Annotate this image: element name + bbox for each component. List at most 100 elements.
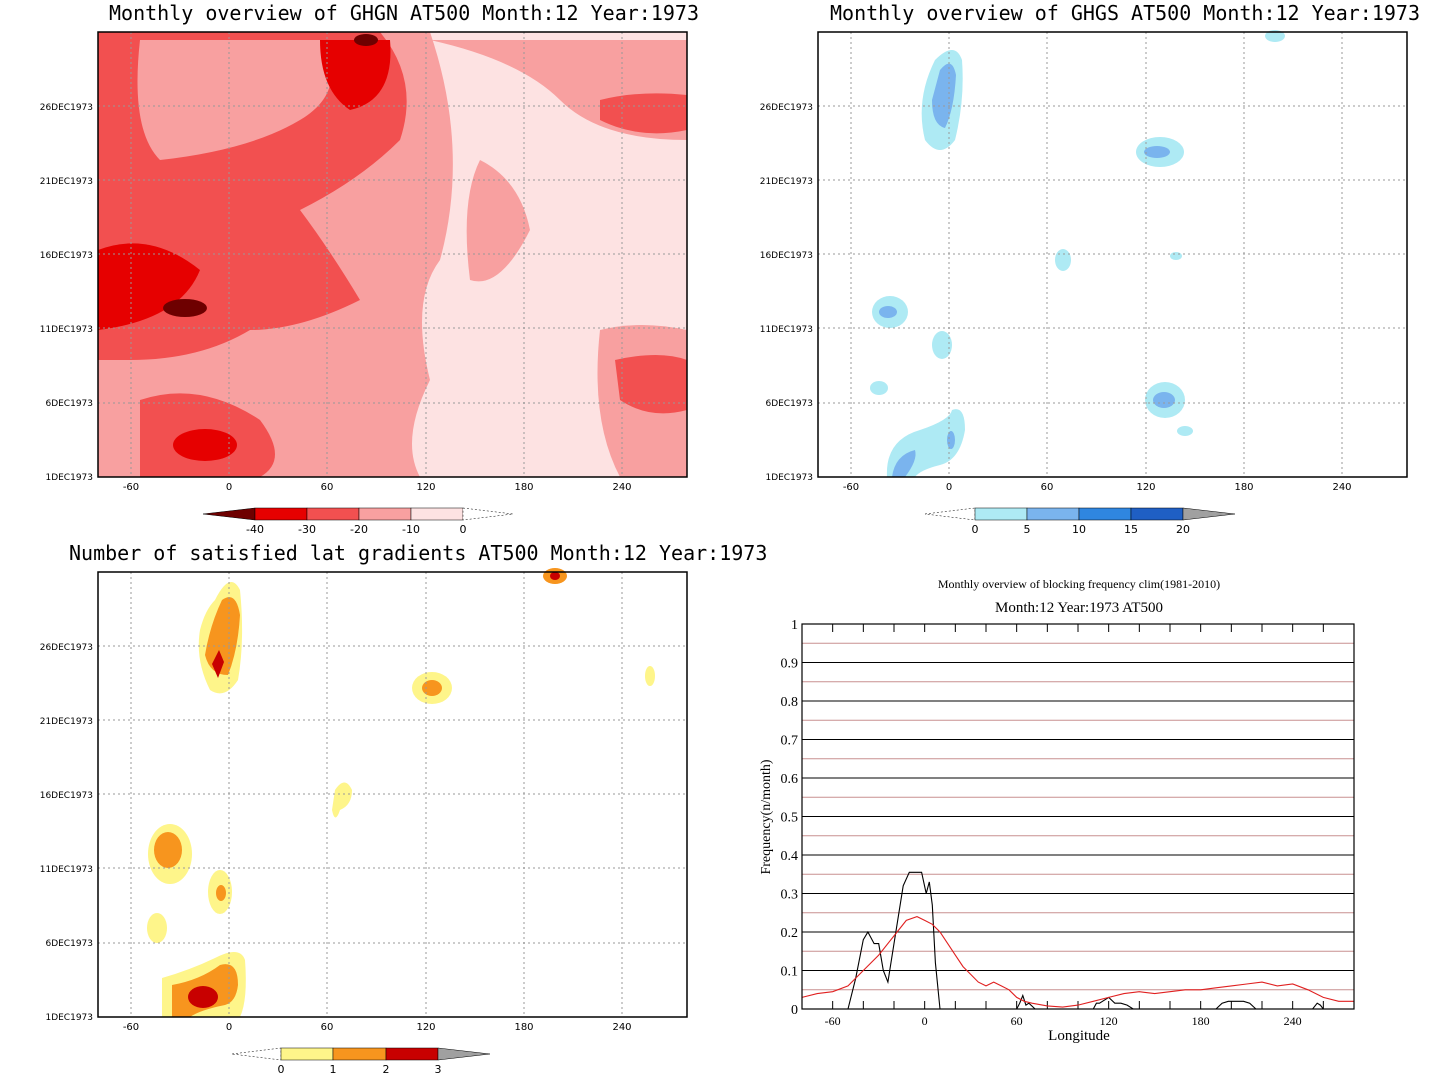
colorbar-label: 2 [383,1063,390,1076]
colorbar-label: -10 [402,523,420,536]
ghgn-map: -60 0 60 120 180 240 1DEC1973 6DEC1973 1… [40,31,688,536]
x-tick: 240 [1332,482,1351,493]
x-tick: -60 [123,1022,139,1033]
x-tick: 240 [612,1022,631,1033]
ghgn-x-ticks: -60 0 60 120 180 240 [123,482,632,493]
colorbar-label: 3 [435,1063,442,1076]
y-tick: 6DEC1973 [45,399,93,409]
x-tick: 0 [226,1022,232,1033]
freq-xlabel: Longitude [1048,1028,1110,1044]
latgrad-field [98,568,687,1017]
x-tick-label: 60 [1011,1014,1023,1028]
colorbar-label: 5 [1024,523,1031,536]
y-tick: 26DEC1973 [760,103,813,113]
y-tick: 21DEC1973 [40,177,93,187]
panel-blocking-frequency: Monthly overview of blocking frequency c… [720,545,1440,1091]
latgrad-frame [97,571,688,1018]
y-tick: 21DEC1973 [760,177,813,187]
freq-series [801,871,1354,1010]
y-tick: 6DEC1973 [45,939,93,949]
ghgn-title: Monthly overview of GHGN AT500 Month:12 … [109,1,700,25]
panel-ghgs: Monthly overview of GHGS AT500 Month:12 … [720,0,1440,545]
freq-title: Monthly overview of blocking frequency c… [938,577,1220,591]
x-tick: 120 [1136,482,1155,493]
x-tick: 180 [514,482,533,493]
y-tick: 6DEC1973 [765,399,813,409]
colorbar-label: 1 [330,1063,337,1076]
freq-gridlines [802,623,1354,1010]
x-tick: 60 [321,1022,334,1033]
y-tick: 1DEC1973 [45,473,93,483]
colorbar-label: -40 [246,523,264,536]
latgrad-map: -60 0 60 120 180 240 1DEC1973 6DEC1973 1… [40,568,688,1076]
freq-ylabel: Frequency(n/month) [759,759,774,874]
colorbar-label: -20 [350,523,368,536]
x-tick: 0 [226,482,232,493]
x-tick: 180 [1234,482,1253,493]
ghgn-gridlines [98,32,687,477]
ghgs-colorbar: 0 5 10 15 20 [924,507,1236,536]
colorbar-label: -30 [298,523,316,536]
y-tick-label: 0.8 [781,695,799,710]
y-tick: 1DEC1973 [45,1013,93,1023]
y-tick: 11DEC1973 [760,325,813,335]
y-tick: 26DEC1973 [40,103,93,113]
colorbar-label: 15 [1124,523,1138,536]
x-tick: 240 [612,482,631,493]
y-tick: 21DEC1973 [40,717,93,727]
panel-ghgn: Monthly overview of GHGN AT500 Month:12 … [0,0,720,545]
x-tick-label: -60 [825,1014,841,1028]
x-tick-label: 180 [1192,1014,1210,1028]
panel-lat-gradients: Number of satisfied lat gradients AT500 … [0,540,768,1091]
frequency-chart: Monthly overview of blocking frequency c… [759,577,1355,1044]
freq-ticks: 0 0.1 0.2 0.3 0.4 0.5 0.6 0.7 0.8 0.9 1 -60 0 60 120 18… [781,618,1355,1028]
freq-frame [801,623,1355,1010]
y-tick: 11DEC1973 [40,865,93,875]
y-tick-label: 0.6 [781,772,799,787]
colorbar-label: 0 [460,523,467,536]
y-tick: 26DEC1973 [40,643,93,653]
ghgs-map: -60 0 60 120 180 240 1DEC1973 6DEC1973 1… [760,30,1408,536]
x-tick: 60 [321,482,334,493]
x-tick: 0 [946,482,952,493]
y-tick-label: 0 [791,1003,798,1018]
latgrad-y-ticks: 1DEC1973 6DEC1973 11DEC1973 16DEC1973 21… [40,643,93,1023]
y-tick-label: 0.9 [781,657,799,672]
latgrad-title: Number of satisfied lat gradients AT500 … [69,541,768,565]
series-line-0 [802,871,1354,1010]
ghgs-gridlines [818,32,1407,477]
y-tick-label: 0.4 [781,849,799,864]
x-tick: 120 [416,1022,435,1033]
colorbar-label: 0 [278,1063,285,1076]
x-tick-label: 240 [1284,1014,1302,1028]
y-tick: 1DEC1973 [765,473,813,483]
x-tick: -60 [843,482,859,493]
y-tick: 11DEC1973 [40,325,93,335]
ghgs-frame [817,31,1408,478]
x-tick: 60 [1041,482,1054,493]
latgrad-x-ticks: -60 0 60 120 180 240 [123,1022,632,1033]
y-tick: 16DEC1973 [760,251,813,261]
latgrad-gridlines [98,572,687,1017]
y-tick-label: 0.2 [781,926,799,941]
ghgs-y-ticks: 1DEC1973 6DEC1973 11DEC1973 16DEC1973 21… [760,103,813,483]
freq-subtitle: Month:12 Year:1973 AT500 [995,600,1163,616]
colorbar-label: 20 [1176,523,1190,536]
y-tick: 16DEC1973 [40,791,93,801]
series-line-1 [801,916,1354,1008]
y-tick: 16DEC1973 [40,251,93,261]
y-tick-label: 0.5 [781,811,799,826]
y-tick-label: 0.3 [781,888,799,903]
ghgn-frame [97,31,688,478]
colorbar-label: 0 [972,523,979,536]
y-tick-label: 0.1 [781,965,799,980]
x-tick: 120 [416,482,435,493]
y-tick-label: 1 [791,618,798,633]
x-tick-label: 0 [922,1014,928,1028]
ghgn-colorbar: -40 -30 -20 -10 0 [202,507,514,536]
ghgn-y-ticks: 1DEC1973 6DEC1973 11DEC1973 16DEC1973 21… [40,103,93,483]
ghgs-title: Monthly overview of GHGS AT500 Month:12 … [830,1,1421,25]
y-tick-label: 0.7 [781,734,799,749]
ghgs-x-ticks: -60 0 60 120 180 240 [843,482,1352,493]
x-tick: -60 [123,482,139,493]
